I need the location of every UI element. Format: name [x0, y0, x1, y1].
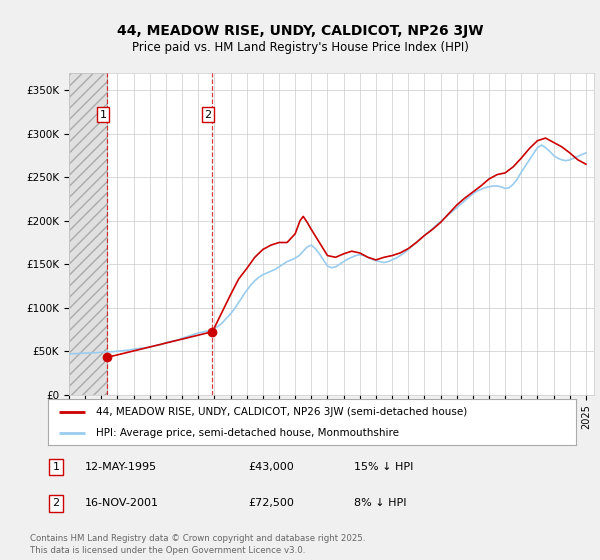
Text: 44, MEADOW RISE, UNDY, CALDICOT, NP26 3JW (semi-detached house): 44, MEADOW RISE, UNDY, CALDICOT, NP26 3J… [95, 407, 467, 417]
Text: £43,000: £43,000 [248, 462, 295, 472]
Text: 2: 2 [52, 498, 59, 508]
Text: 15% ↓ HPI: 15% ↓ HPI [354, 462, 413, 472]
Text: 44, MEADOW RISE, UNDY, CALDICOT, NP26 3JW: 44, MEADOW RISE, UNDY, CALDICOT, NP26 3J… [117, 24, 483, 38]
Text: 12-MAY-1995: 12-MAY-1995 [85, 462, 157, 472]
Text: 1: 1 [52, 462, 59, 472]
Text: £72,500: £72,500 [248, 498, 295, 508]
Text: 16-NOV-2001: 16-NOV-2001 [85, 498, 159, 508]
Text: 2: 2 [205, 110, 211, 120]
Text: Contains HM Land Registry data © Crown copyright and database right 2025.
This d: Contains HM Land Registry data © Crown c… [30, 534, 365, 555]
Text: 8% ↓ HPI: 8% ↓ HPI [354, 498, 407, 508]
Text: 1: 1 [100, 110, 106, 120]
Text: HPI: Average price, semi-detached house, Monmouthshire: HPI: Average price, semi-detached house,… [95, 428, 398, 438]
Bar [69, 73, 107, 395]
Text: Price paid vs. HM Land Registry's House Price Index (HPI): Price paid vs. HM Land Registry's House … [131, 41, 469, 54]
